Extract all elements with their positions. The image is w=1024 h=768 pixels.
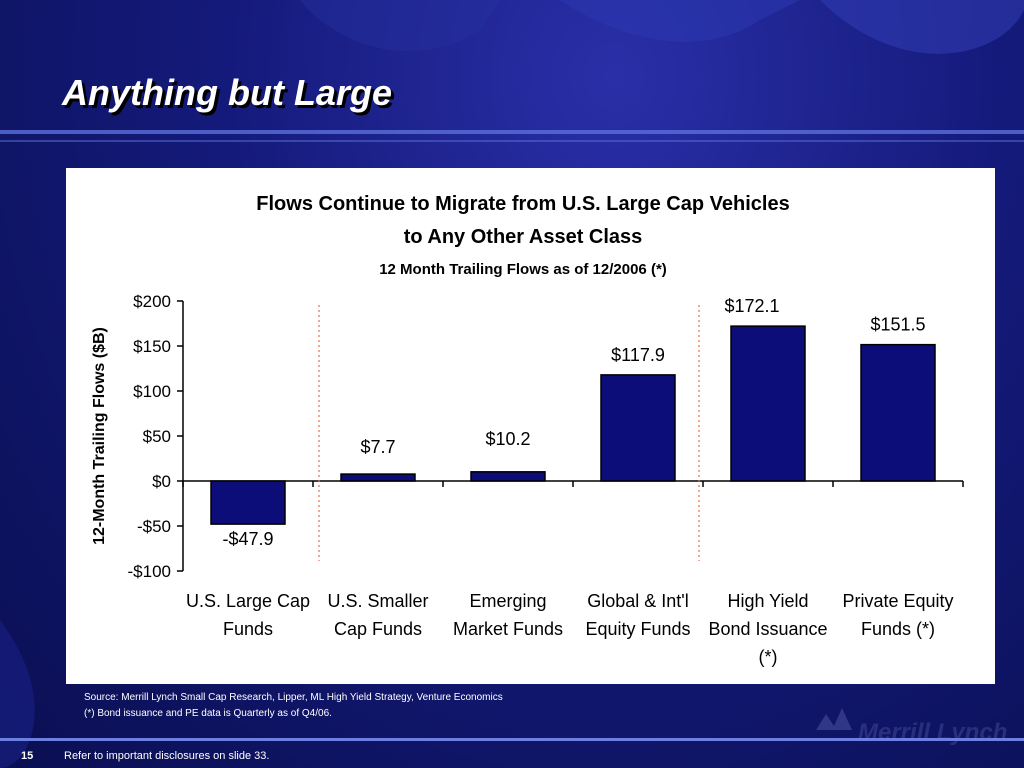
y-tick-label: $150: [133, 337, 171, 356]
bar: [600, 374, 676, 482]
bar: [210, 480, 286, 525]
category-label: Funds (*): [861, 619, 935, 639]
bar: [730, 325, 806, 482]
chart-panel: Flows Continue to Migrate from U.S. Larg…: [66, 168, 995, 684]
y-tick-label: -$100: [128, 562, 171, 581]
data-label: $10.2: [485, 429, 530, 449]
data-label: -$47.9: [222, 529, 273, 549]
disclosure-text: Refer to important disclosures on slide …: [64, 750, 270, 762]
category-label: Global & Int'l: [587, 591, 689, 611]
chart-title-line1: Flows Continue to Migrate from U.S. Larg…: [256, 193, 789, 215]
chart-title-line2: to Any Other Asset Class: [404, 226, 643, 248]
category-label: Equity Funds: [585, 619, 690, 639]
y-tick-label: $50: [143, 427, 171, 446]
category-label: Emerging: [469, 591, 546, 611]
data-label: $7.7: [360, 437, 395, 457]
footnote-line: (*) Bond issuance and PE data is Quarter…: [84, 708, 332, 719]
y-tick-label: $200: [133, 292, 171, 311]
merrill-lynch-logo: Merrill Lynch: [816, 708, 1007, 746]
y-tick-label: $100: [133, 382, 171, 401]
y-axis-label: 12-Month Trailing Flows ($B): [91, 327, 108, 545]
source-note: Source: Merrill Lynch Small Cap Research…: [84, 690, 503, 722]
bar: [340, 473, 416, 482]
category-label: Bond Issuance: [708, 619, 827, 639]
footer-rule: [0, 738, 1024, 741]
source-line: Source: Merrill Lynch Small Cap Research…: [84, 692, 503, 703]
category-label: U.S. Large Cap: [186, 591, 310, 611]
slide-title: Anything but Large: [62, 72, 392, 113]
bar-chart: Flows Continue to Migrate from U.S. Larg…: [91, 193, 964, 667]
chart-marks: -$100 -$50 $0 $50 $100 $150 $200 -$47.9 U.S. Lar…: [128, 292, 964, 667]
data-label: $151.5: [870, 315, 925, 335]
title-rule-secondary: [0, 140, 1024, 142]
page-number: 15: [21, 750, 34, 762]
category-label: Private Equity: [842, 591, 953, 611]
y-tick-label: $0: [152, 472, 171, 491]
category-label: U.S. Smaller: [327, 591, 428, 611]
svg-text:Merrill Lynch: Merrill Lynch: [858, 719, 1007, 746]
data-label: $172.1: [724, 296, 779, 316]
category-label: Cap Funds: [334, 619, 422, 639]
title-rule: [0, 130, 1024, 134]
category-label: High Yield: [727, 591, 808, 611]
bar: [860, 343, 936, 482]
data-label: $117.9: [611, 345, 665, 365]
category-label: Funds: [223, 619, 273, 639]
category-label: (*): [759, 647, 778, 667]
y-tick-label: -$50: [137, 517, 171, 536]
bar: [470, 471, 546, 482]
chart-subtitle: 12 Month Trailing Flows as of 12/2006 (*…: [379, 261, 667, 278]
category-label: Market Funds: [453, 619, 563, 639]
